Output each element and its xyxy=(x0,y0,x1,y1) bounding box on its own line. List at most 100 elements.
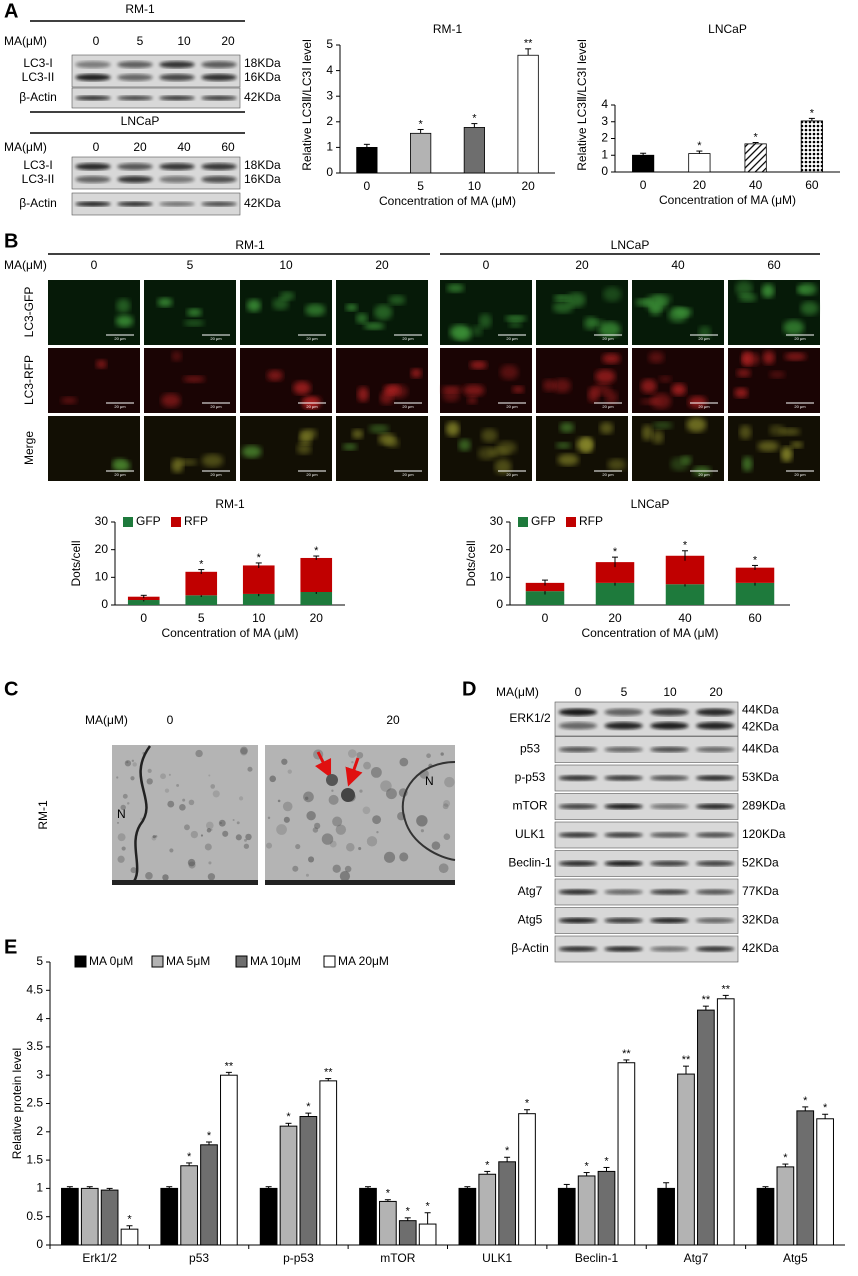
dose-label: 5 xyxy=(621,685,628,699)
legend-swatch xyxy=(123,517,133,527)
cell xyxy=(680,455,692,465)
row-label: Atg5 xyxy=(518,913,543,927)
significance: * xyxy=(604,1155,609,1167)
organelle xyxy=(147,768,152,773)
cell xyxy=(183,319,205,327)
dose-label: 0 xyxy=(93,140,100,154)
cell xyxy=(598,321,621,338)
cell xyxy=(186,308,202,317)
scale-label: 20 μm xyxy=(402,472,414,477)
blot-band xyxy=(695,860,735,867)
size-label: 16KDa xyxy=(244,172,281,186)
dose-label: 40 xyxy=(177,140,191,154)
bar xyxy=(120,1228,139,1246)
organelle xyxy=(190,830,199,839)
cell xyxy=(557,453,579,466)
bar xyxy=(160,1187,179,1246)
legend-swatch xyxy=(151,955,164,968)
y-tick-label: 20 xyxy=(490,542,504,556)
size-label: 42KDa xyxy=(742,941,779,955)
cell xyxy=(471,325,483,337)
x-tick-label: 0 xyxy=(140,611,147,625)
bar xyxy=(577,1175,596,1246)
bar xyxy=(617,1062,636,1246)
x-tick-label: 0 xyxy=(364,179,371,193)
cell xyxy=(279,291,295,301)
blot-background xyxy=(554,701,739,737)
cell xyxy=(688,396,707,409)
cell xyxy=(605,390,618,404)
scale-label: 20 μm xyxy=(506,404,518,409)
organelle xyxy=(208,861,212,865)
y-tick-label: 4 xyxy=(601,97,608,111)
scale-label: 20 μm xyxy=(506,336,518,341)
blot-band xyxy=(117,95,153,101)
bar xyxy=(379,1200,397,1246)
y-tick-label: 0 xyxy=(326,165,333,179)
organelle xyxy=(116,776,119,779)
blot-band xyxy=(558,946,598,952)
scale-label: 20 μm xyxy=(698,404,710,409)
bar-segment xyxy=(127,596,160,601)
scale-label: 20 μm xyxy=(698,336,710,341)
organelle xyxy=(287,769,292,774)
bar xyxy=(359,1187,377,1246)
organelle xyxy=(126,761,129,764)
dose-label: 5 xyxy=(187,258,194,272)
bar xyxy=(756,1187,775,1246)
x-axis-label: Concentration of MA (μM) xyxy=(379,194,516,208)
blot-band xyxy=(201,61,237,69)
cell xyxy=(671,383,687,396)
size-label: 18KDa xyxy=(244,158,281,172)
x-tick-label: 20 xyxy=(310,611,324,625)
organelle xyxy=(117,855,125,863)
cell xyxy=(388,295,406,305)
organelle xyxy=(366,836,378,847)
bar-segment xyxy=(525,591,565,605)
row-label: ERK1/2 xyxy=(509,711,551,725)
cell xyxy=(458,438,471,452)
blot-band xyxy=(604,708,643,716)
significance: * xyxy=(127,1214,132,1226)
x-tick-label: 40 xyxy=(749,178,763,192)
organelle xyxy=(443,799,451,807)
dose-label: 10 xyxy=(177,34,191,48)
blot-background xyxy=(71,54,241,88)
row-label: LC3-I xyxy=(23,56,52,70)
blot-band xyxy=(117,175,153,183)
blot-title: RM-1 xyxy=(125,2,155,16)
cell xyxy=(555,442,572,449)
blot-band xyxy=(650,889,689,895)
dose-label: 60 xyxy=(221,140,235,154)
x-axis-label: Concentration of MA (μM) xyxy=(659,193,796,207)
cell xyxy=(463,384,485,397)
organelle xyxy=(131,759,135,762)
bar xyxy=(816,1118,834,1246)
bar xyxy=(100,1189,119,1246)
blot-band xyxy=(117,61,153,69)
cell xyxy=(116,298,131,314)
y-tick-label: 10 xyxy=(95,570,109,584)
legend-label: RFP xyxy=(184,514,208,528)
row-label: LC3-II xyxy=(22,172,55,186)
organelle xyxy=(130,776,135,781)
arrow xyxy=(345,757,363,787)
cell xyxy=(672,307,692,318)
blot-background xyxy=(71,156,241,190)
cell xyxy=(652,421,673,429)
scale-label: 20 μm xyxy=(794,404,806,409)
organelle xyxy=(266,842,273,849)
blot-band xyxy=(201,73,237,81)
significance: ** xyxy=(622,1048,631,1060)
legend-swatch xyxy=(518,517,528,527)
y-tick-label: 2.5 xyxy=(26,1096,43,1110)
organelle xyxy=(210,784,216,789)
x-tick-label: 40 xyxy=(678,611,692,625)
blot-band xyxy=(604,722,643,730)
organelle xyxy=(162,874,169,881)
blot-band xyxy=(75,95,111,101)
organelle xyxy=(247,766,253,772)
organelle xyxy=(167,800,175,808)
blot-band xyxy=(604,803,643,810)
organelle xyxy=(356,751,364,759)
